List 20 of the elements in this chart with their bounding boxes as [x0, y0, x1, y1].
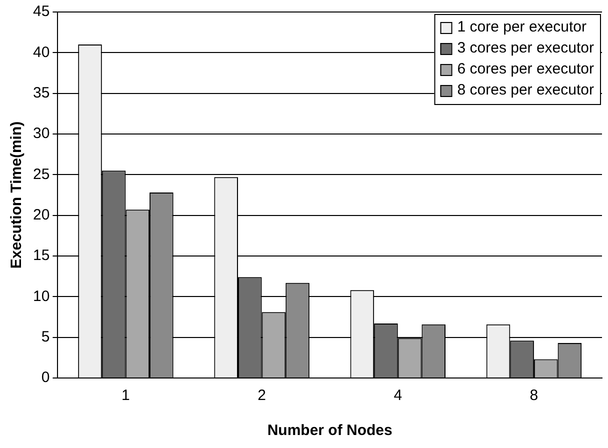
legend-label: 6 cores per executor — [457, 60, 594, 78]
x-tick-label: 2 — [258, 387, 266, 404]
x-tick-label: 4 — [394, 387, 402, 404]
legend-label: 8 cores per executor — [457, 82, 594, 99]
y-tick-label: 15 — [32, 247, 50, 264]
legend-label: 3 cores per executor — [457, 40, 594, 57]
y-tick-label: 25 — [32, 166, 50, 183]
x-tick-label: 1 — [122, 387, 130, 404]
y-tick-label: 30 — [32, 125, 50, 142]
x-axis-title: Number of Nodes — [267, 422, 392, 440]
y-tick-label: 0 — [41, 369, 50, 386]
y-tick-label: 20 — [32, 206, 50, 224]
y-tick-label: 5 — [41, 328, 50, 346]
y-tick-label: 45 — [32, 3, 50, 20]
y-tick-label: 40 — [32, 44, 50, 61]
y-axis-title: Execution Time(min) — [8, 121, 26, 269]
y-tick-label: 10 — [32, 288, 50, 305]
y-tick-label: 35 — [32, 84, 50, 102]
legend-label: 1 core per executor — [457, 18, 587, 36]
x-tick-label: 8 — [530, 387, 538, 404]
